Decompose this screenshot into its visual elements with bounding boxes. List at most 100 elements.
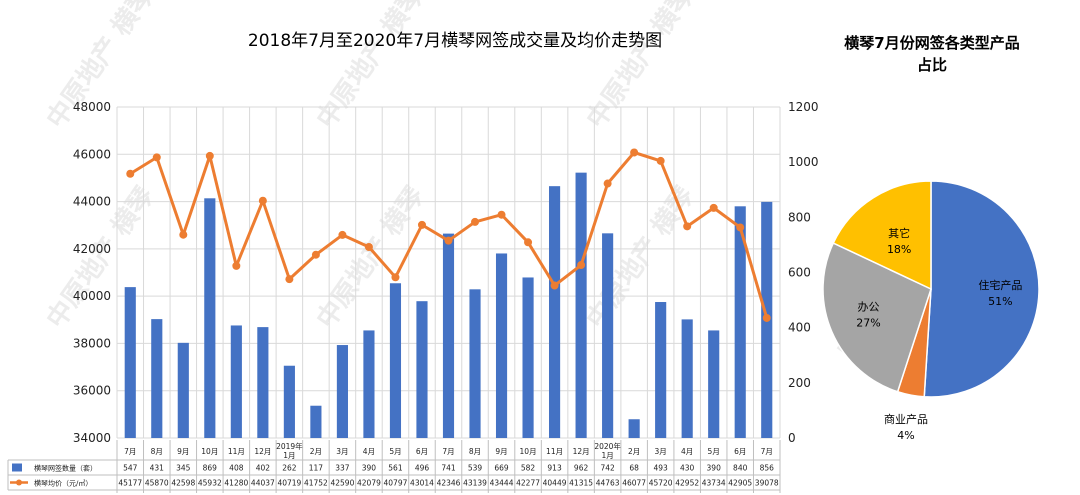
legend-label: 横琴网签数量（套） — [34, 464, 97, 473]
chart-title: 2018年7月至2020年7月横琴网签成交量及均价走势图 — [248, 31, 662, 51]
table-cell: 39078 — [755, 479, 779, 488]
left-tick-label: 48000 — [73, 100, 111, 114]
bar — [495, 253, 508, 438]
table-cell: 742 — [600, 464, 615, 473]
right-tick-label: 400 — [788, 321, 811, 335]
table-cell: 962 — [574, 464, 589, 473]
line-point — [524, 238, 533, 247]
pie-chart: 住宅产品 51% 商业产品 4% 办公 27% 其它 18% — [822, 180, 1040, 442]
table-cell: 40449 — [543, 479, 567, 488]
table-cell: 42079 — [357, 479, 381, 488]
left-tick-label: 36000 — [73, 384, 111, 398]
line-series — [126, 148, 771, 322]
category-label: 9月 — [177, 447, 189, 456]
table-cell: 42905 — [728, 479, 752, 488]
table-cell: 390 — [362, 464, 377, 473]
line-point — [656, 156, 665, 165]
table-cell: 402 — [256, 464, 271, 473]
right-tick-label: 1200 — [788, 100, 819, 114]
line-point — [258, 196, 267, 205]
table-cell: 390 — [707, 464, 722, 473]
table-cell: 869 — [203, 464, 218, 473]
pie-slice-label: 办公 — [857, 301, 879, 314]
table-cell: 44763 — [596, 479, 620, 488]
right-tick-label: 600 — [788, 266, 811, 280]
table-cell: 42590 — [330, 479, 354, 488]
table-cell: 496 — [415, 464, 430, 473]
table-cell: 741 — [441, 464, 456, 473]
line-point — [444, 236, 453, 245]
category-label: 3月 — [336, 447, 348, 456]
bar — [124, 287, 136, 438]
table-cell: 337 — [335, 464, 350, 473]
pie-slice — [822, 242, 932, 393]
category-label: 5月 — [389, 447, 401, 456]
category-label: 5月 — [708, 447, 720, 456]
table-cell: 43139 — [463, 479, 487, 488]
bar — [177, 342, 189, 438]
category-label: 11月 — [228, 447, 245, 456]
line-point — [709, 203, 718, 212]
table-cell: 44037 — [251, 479, 275, 488]
table-cell: 430 — [680, 464, 695, 473]
category-label: 12月 — [254, 447, 271, 456]
left-tick-label: 42000 — [73, 242, 111, 256]
line-point — [550, 281, 559, 290]
line-point — [736, 223, 745, 232]
bar — [522, 277, 534, 438]
watermark-text: 中原地产 横琴 — [581, 0, 700, 134]
table-cell: 68 — [629, 464, 639, 473]
left-axis-ticks: 34000 36000 38000 40000 42000 44000 46000 48000 — [73, 100, 111, 445]
table-cell: 43014 — [410, 479, 434, 488]
bar — [442, 233, 455, 438]
pie-slice-value: 51% — [988, 295, 1012, 308]
right-tick-label: 0 — [788, 431, 796, 445]
table-cell: 539 — [468, 464, 483, 473]
table-cell: 42952 — [675, 479, 699, 488]
right-tick-label: 800 — [788, 210, 811, 224]
line-point — [152, 153, 161, 162]
pie-slice-value: 4% — [897, 429, 914, 442]
table-cell: 345 — [176, 464, 191, 473]
bar — [681, 319, 693, 438]
line-point — [417, 220, 426, 229]
table-cell: 913 — [547, 464, 562, 473]
bar — [363, 330, 375, 438]
bar — [257, 327, 269, 438]
pie-slice-label: 商业产品 — [884, 412, 928, 426]
left-tick-label: 44000 — [73, 195, 111, 209]
table-cell: 41752 — [304, 479, 328, 488]
line-point — [630, 148, 639, 157]
table-cell: 582 — [521, 464, 536, 473]
left-tick-label: 34000 — [73, 431, 111, 445]
left-tick-label: 46000 — [73, 147, 111, 161]
table-cell: 431 — [150, 464, 165, 473]
table-cell: 45932 — [198, 479, 222, 488]
table-cell: 41315 — [569, 479, 593, 488]
line-point — [285, 275, 294, 284]
category-label: 12月 — [573, 447, 590, 456]
category-label: 7月 — [124, 447, 136, 456]
table-cell: 547 — [123, 464, 138, 473]
bar — [628, 419, 640, 438]
table-cell: 42598 — [171, 479, 195, 488]
table-cell: 41280 — [224, 479, 248, 488]
table-cell: 45720 — [649, 479, 673, 488]
bar — [655, 302, 667, 438]
bar — [575, 172, 587, 439]
category-label-line: 2019年 — [276, 441, 303, 451]
bar-series — [124, 172, 773, 439]
line-point — [205, 151, 214, 160]
pie-slice-label: 住宅产品 — [978, 278, 1022, 292]
category-label-line: 1月 — [283, 451, 295, 460]
table-cell: 262 — [282, 464, 297, 473]
line-point — [232, 261, 241, 270]
line-point — [683, 222, 692, 231]
table-cell: 40719 — [277, 479, 301, 488]
table-cell: 40797 — [384, 479, 408, 488]
category-label: 11月 — [546, 447, 563, 456]
